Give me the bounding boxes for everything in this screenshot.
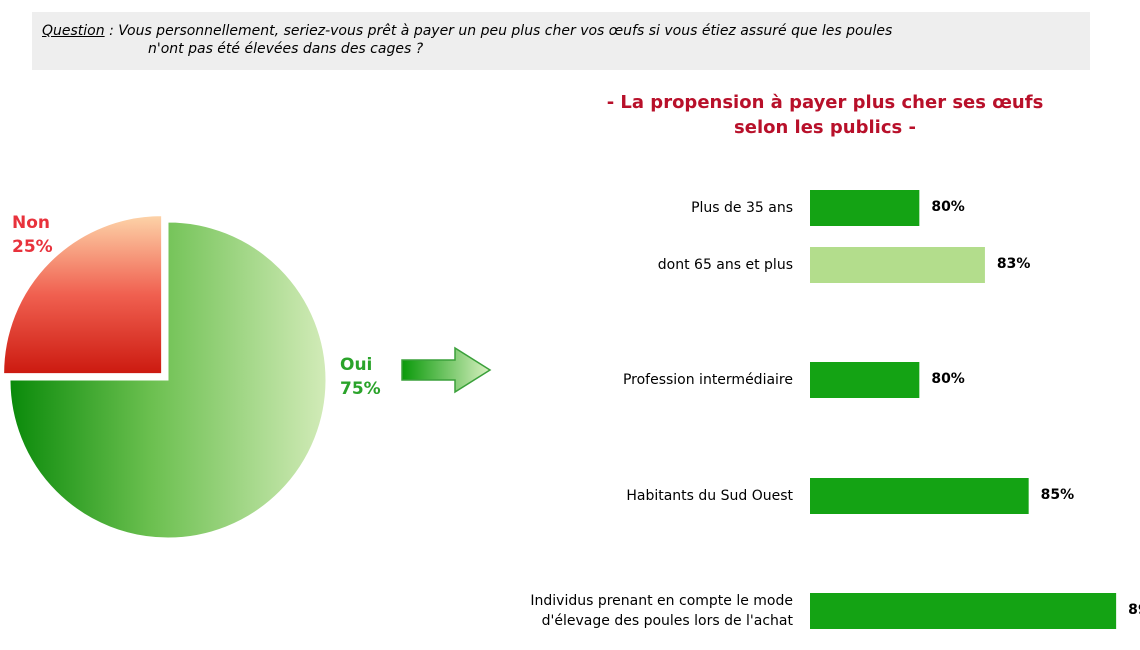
bar-title: - La propension à payer plus cher ses œu… bbox=[606, 92, 1044, 113]
bar bbox=[810, 362, 920, 398]
pie-value-label: 25% bbox=[12, 237, 53, 257]
category-label: Individus prenant en compte le mode d'él… bbox=[530, 593, 793, 629]
bar-title: selon les publics - bbox=[734, 117, 916, 138]
value-label: 83% bbox=[996, 256, 1031, 272]
pie-slice bbox=[9, 221, 327, 539]
pie-value-label: 75% bbox=[340, 379, 381, 399]
question-box bbox=[32, 12, 1090, 70]
arrow bbox=[401, 346, 492, 394]
bar bbox=[810, 190, 920, 226]
pie-label: Oui bbox=[340, 355, 373, 375]
pie-label: Non bbox=[12, 213, 51, 233]
question-text: : Vous personnellement, seriez-vous prêt… bbox=[104, 23, 893, 57]
bar bbox=[810, 247, 985, 283]
value-label: 89% bbox=[1128, 602, 1140, 618]
value-label: 85% bbox=[1040, 487, 1075, 503]
question-label: Question bbox=[42, 23, 105, 39]
category-label: Profession intermédiaire bbox=[622, 372, 793, 388]
category-label: Habitants du Sud Ouest bbox=[626, 488, 793, 504]
category-label: dont 65 ans et plus bbox=[657, 257, 793, 273]
question: Question : Vous personnellement, seriez-… bbox=[42, 22, 892, 58]
bar bbox=[810, 593, 1117, 629]
category-label: Plus de 35 ans bbox=[691, 200, 793, 216]
value-label: 80% bbox=[931, 371, 965, 387]
value-label: 80% bbox=[931, 199, 965, 215]
pie-slice bbox=[3, 215, 163, 375]
bar bbox=[810, 478, 1029, 514]
